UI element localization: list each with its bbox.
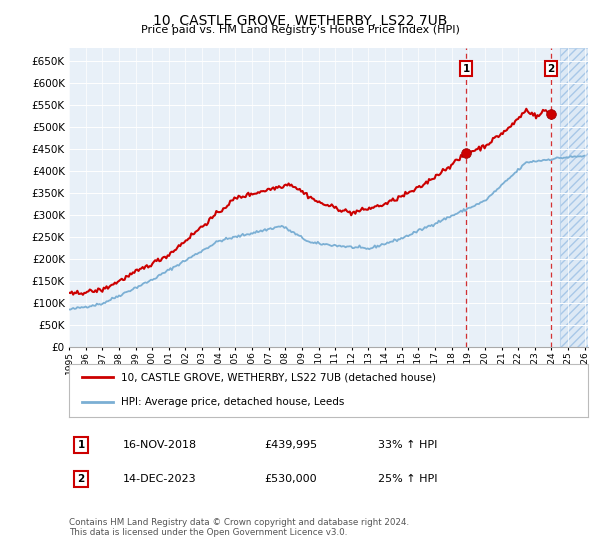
Text: 33% ↑ HPI: 33% ↑ HPI [378, 440, 437, 450]
Text: Price paid vs. HM Land Registry's House Price Index (HPI): Price paid vs. HM Land Registry's House … [140, 25, 460, 35]
Text: 10, CASTLE GROVE, WETHERBY, LS22 7UB: 10, CASTLE GROVE, WETHERBY, LS22 7UB [153, 14, 447, 28]
Text: Contains HM Land Registry data © Crown copyright and database right 2024.
This d: Contains HM Land Registry data © Crown c… [69, 518, 409, 538]
Text: 10, CASTLE GROVE, WETHERBY, LS22 7UB (detached house): 10, CASTLE GROVE, WETHERBY, LS22 7UB (de… [121, 372, 436, 382]
Text: 16-NOV-2018: 16-NOV-2018 [123, 440, 197, 450]
Text: 14-DEC-2023: 14-DEC-2023 [123, 474, 197, 484]
Text: 1: 1 [77, 440, 85, 450]
Text: £530,000: £530,000 [264, 474, 317, 484]
Text: 2: 2 [77, 474, 85, 484]
Text: HPI: Average price, detached house, Leeds: HPI: Average price, detached house, Leed… [121, 397, 344, 407]
Text: £439,995: £439,995 [264, 440, 317, 450]
Text: 25% ↑ HPI: 25% ↑ HPI [378, 474, 437, 484]
Text: 2: 2 [547, 64, 554, 74]
Text: 1: 1 [463, 64, 470, 74]
Bar [560, 48, 588, 347]
Bar [560, 48, 588, 347]
